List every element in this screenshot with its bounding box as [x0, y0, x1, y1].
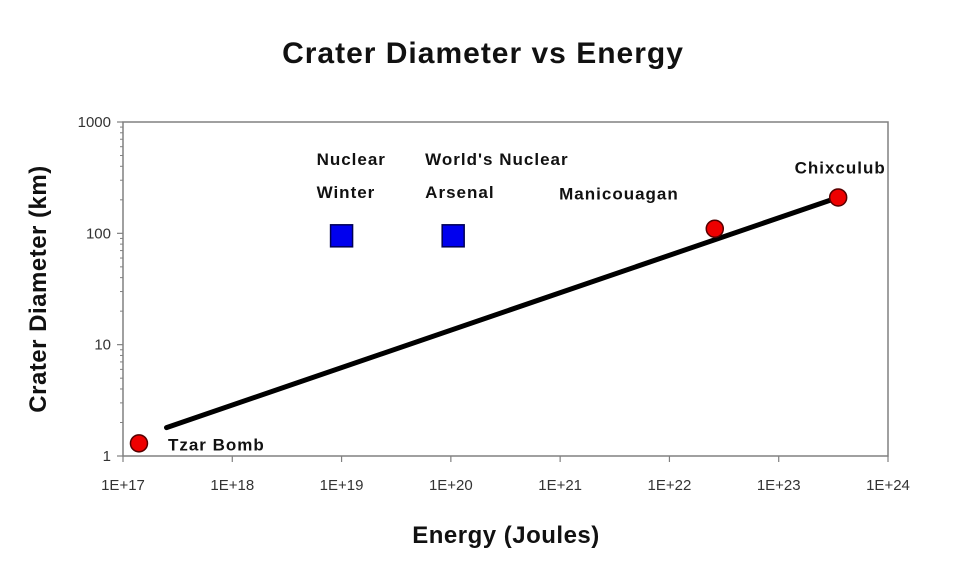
label-worlds-arsenal-line2: Arsenal	[425, 183, 494, 202]
point-labels: Tzar Bomb Manicouagan Chixculub Nuclear Wint…	[168, 150, 886, 455]
circle-marker	[129, 434, 149, 453]
x-tick-label: 1E+17	[101, 477, 145, 494]
x-tick-label: 1E+18	[210, 477, 254, 494]
label-nuclear-winter-line2: Winter	[317, 183, 376, 202]
y-tick-label: 1000	[78, 114, 111, 131]
trend-line	[163, 194, 841, 431]
x-tick-label: 1E+21	[538, 477, 582, 494]
x-axis: 1E+17 1E+18 1E+19 1E+20 1E+21 1E+22 1E+23 1E+24	[101, 456, 910, 494]
x-tick-label: 1E+24	[866, 477, 910, 494]
y-axis: 1 10 100 1000	[78, 114, 123, 465]
y-tick-label: 10	[94, 337, 111, 354]
label-manicouagan: Manicouagan	[559, 185, 679, 204]
label-nuclear-winter-line1: Nuclear	[317, 150, 386, 169]
label-worlds-arsenal-line1: World's Nuclear	[425, 150, 568, 169]
y-tick-label: 100	[86, 225, 111, 242]
x-axis-title: Energy (Joules)	[412, 522, 600, 549]
square-marker	[329, 224, 354, 248]
y-tick-label: 1	[103, 448, 111, 465]
x-tick-label: 1E+23	[757, 477, 801, 494]
x-tick-label: 1E+22	[648, 477, 692, 494]
square-marker	[441, 224, 465, 248]
circle-marker	[828, 188, 848, 207]
label-chixculub: Chixculub	[795, 158, 886, 177]
label-tzar-bomb: Tzar Bomb	[168, 435, 265, 454]
chart-title: Crater Diameter vs Energy	[282, 37, 684, 70]
x-tick-label: 1E+20	[429, 477, 473, 494]
data-points	[129, 188, 848, 453]
trend-line-group	[163, 194, 841, 431]
circle-marker	[705, 219, 725, 238]
plot-area	[122, 121, 889, 457]
y-axis-title: Crater Diameter (km)	[25, 165, 52, 412]
x-tick-label: 1E+19	[320, 477, 364, 494]
